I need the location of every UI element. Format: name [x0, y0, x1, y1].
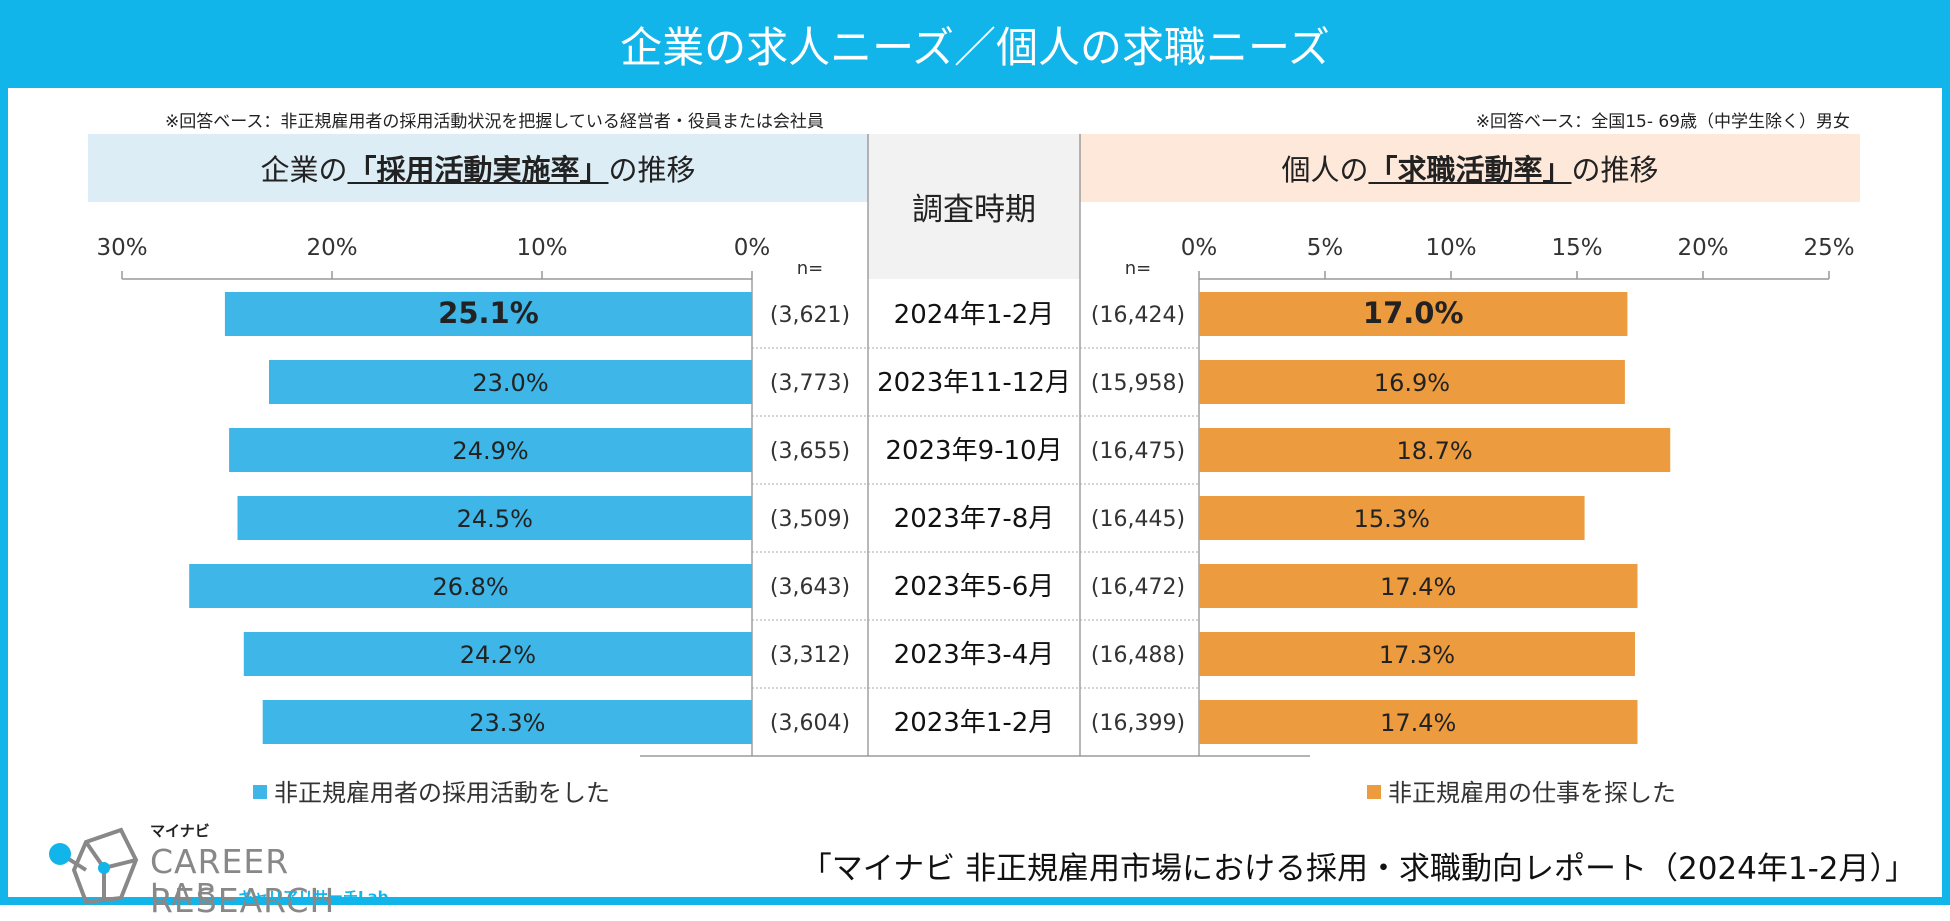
page-title: 企業の求人ニーズ／個人の求職ニーズ: [0, 0, 1950, 88]
left-tick-label: 30%: [96, 235, 147, 261]
left-bar-label: 25.1%: [438, 296, 539, 330]
right-bar-label: 18.7%: [1396, 437, 1472, 465]
right-bar-label: 17.4%: [1380, 573, 1456, 601]
left-bar-label: 24.2%: [460, 641, 536, 669]
left-bar-label: 26.8%: [432, 573, 508, 601]
left-n-value: (3,312): [770, 643, 850, 668]
right-bar-label: 15.3%: [1354, 505, 1430, 533]
left-bar: [262, 700, 752, 744]
right-bar: [1199, 428, 1671, 472]
left-n-value: (3,509): [770, 507, 850, 532]
report-title: 「マイナビ 非正規雇用市場における採用・求職動向レポート（2024年1-2月）」: [800, 851, 1916, 887]
right-legend-swatch: [1367, 785, 1381, 799]
right-title-suffix: の推移: [1571, 153, 1659, 187]
period-label: 2023年3-4月: [894, 640, 1055, 670]
right-n-value: (16,445): [1091, 507, 1185, 532]
right-bar-label: 17.3%: [1379, 641, 1455, 669]
period-label: 2023年11-12月: [877, 368, 1071, 398]
right-bar: [1199, 700, 1638, 744]
right-title-prefix: 個人の: [1281, 153, 1369, 187]
period-label: 2023年7-8月: [894, 504, 1055, 534]
career-research-lab-logo: マイナビ CAREER RESEARCH LAB キャリアリサーチLab: [46, 820, 466, 920]
left-panel-title: 企業の 「採用活動実施率」 の推移: [88, 134, 868, 202]
right-n-value: (16,424): [1091, 303, 1185, 328]
left-n-label: n=: [797, 258, 824, 279]
lab-cube-icon: [49, 827, 139, 905]
right-bar-label: 17.0%: [1363, 296, 1464, 330]
period-label: 2023年5-6月: [894, 572, 1055, 602]
logo-mynavi: マイナビ: [150, 822, 210, 840]
right-legend-label: 非正規雇用の仕事を探した: [1388, 779, 1676, 807]
left-bar: [224, 292, 752, 336]
left-n-value: (3,773): [770, 371, 850, 396]
period-label: 2023年1-2月: [894, 708, 1055, 738]
right-n-label: n=: [1125, 258, 1152, 279]
right-n-value: (15,958): [1091, 371, 1185, 396]
logo-lab: LAB: [150, 878, 221, 913]
left-tick-label: 0%: [734, 235, 771, 261]
left-bar: [243, 632, 753, 676]
left-bar: [269, 360, 752, 404]
right-tick-label: 20%: [1677, 235, 1728, 261]
right-bar: [1199, 632, 1635, 676]
left-legend-label: 非正規雇用者の採用活動をした: [274, 779, 610, 807]
logo-career-research: CAREER RESEARCH: [150, 842, 336, 920]
right-base-note: ※回答ベース：全国15- 69歳（中学生除く）男女: [1475, 112, 1850, 132]
right-title-emph: 「求職活動率」: [1368, 153, 1572, 187]
right-bar: [1199, 496, 1585, 540]
left-n-value: (3,643): [770, 575, 850, 600]
left-bar-label: 23.3%: [469, 709, 545, 737]
right-bar-label: 16.9%: [1374, 369, 1450, 397]
right-bar: [1199, 360, 1625, 404]
right-bar: [1199, 292, 1628, 336]
right-bar: [1199, 564, 1638, 608]
right-n-value: (16,475): [1091, 439, 1185, 464]
left-title-prefix: 企業の: [260, 153, 348, 187]
right-bar-label: 17.4%: [1380, 709, 1456, 737]
left-title-emph: 「採用活動実施率」: [347, 153, 609, 187]
right-n-value: (16,488): [1091, 643, 1185, 668]
left-bar: [189, 564, 752, 608]
right-tick-label: 0%: [1181, 235, 1218, 261]
left-title-suffix: の推移: [608, 153, 696, 187]
period-label: 2023年9-10月: [885, 436, 1062, 466]
right-n-value: (16,472): [1091, 575, 1185, 600]
left-legend-swatch: [253, 785, 267, 799]
right-panel-title: 個人の 「求職活動率」 の推移: [1080, 134, 1860, 202]
period-header: 調査時期: [868, 134, 1080, 279]
logo-sub: キャリアリサーチLab: [238, 888, 389, 906]
left-bar-label: 24.9%: [452, 437, 528, 465]
period-label: 2024年1-2月: [894, 300, 1055, 330]
right-tick-label: 10%: [1425, 235, 1476, 261]
left-bar: [237, 496, 752, 540]
left-base-note: ※回答ベース：非正規雇用者の採用活動状況を把握している経営者・役員または会社員: [165, 112, 824, 132]
right-tick-label: 15%: [1551, 235, 1602, 261]
left-bar: [229, 428, 753, 472]
left-n-value: (3,604): [770, 711, 850, 736]
left-n-value: (3,621): [770, 303, 850, 328]
left-bar-label: 23.0%: [472, 369, 548, 397]
right-n-value: (16,399): [1091, 711, 1185, 736]
right-tick-label: 25%: [1803, 235, 1854, 261]
right-tick-label: 5%: [1307, 235, 1344, 261]
left-n-value: (3,655): [770, 439, 850, 464]
left-tick-label: 20%: [306, 235, 357, 261]
left-tick-label: 10%: [516, 235, 567, 261]
left-bar-label: 24.5%: [457, 505, 533, 533]
